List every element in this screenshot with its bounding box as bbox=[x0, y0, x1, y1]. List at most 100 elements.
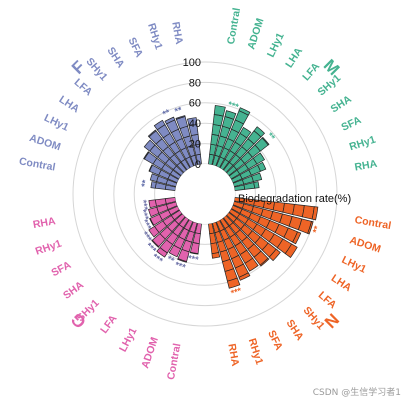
category-label: SHA bbox=[284, 318, 306, 343]
bar-segment bbox=[164, 116, 176, 125]
bar-segment bbox=[149, 217, 155, 227]
grid-circle bbox=[113, 102, 297, 286]
category-label: ADOM bbox=[348, 234, 382, 255]
radial-axis-label: Biodegradation rate(%) bbox=[238, 193, 351, 205]
radial-grid bbox=[72, 61, 338, 327]
bar-segment bbox=[268, 248, 281, 262]
significance-stars: *** bbox=[138, 208, 151, 222]
bar-segment bbox=[213, 105, 226, 117]
category-label: LFA bbox=[300, 60, 322, 83]
watermark: CSDN @生信学习者1 bbox=[312, 388, 401, 398]
bar-segment bbox=[238, 272, 251, 281]
significance-stars: ** bbox=[161, 107, 172, 119]
bar-segment bbox=[211, 251, 221, 259]
radial-tick-label: 20 bbox=[189, 139, 201, 151]
category-label: SFA bbox=[126, 36, 146, 60]
bar-segment bbox=[177, 258, 187, 263]
category-label: SHA bbox=[329, 93, 354, 115]
bar-segment bbox=[244, 257, 259, 272]
grid-circle bbox=[92, 81, 318, 307]
bar-segment bbox=[252, 152, 266, 165]
radial-tick-label: 100 bbox=[183, 57, 201, 69]
category-label: RHy1 bbox=[34, 238, 63, 258]
significance-stars: *** bbox=[230, 285, 244, 298]
category-label: LHy1 bbox=[265, 31, 287, 59]
category-label: LFA bbox=[316, 289, 339, 311]
category-label: RHy1 bbox=[348, 134, 377, 154]
category-label: RHA bbox=[32, 215, 57, 231]
category-label: LHy1 bbox=[42, 112, 70, 134]
category-label: LFA bbox=[72, 76, 95, 98]
significance-stars: *** bbox=[174, 260, 188, 273]
radial-tick-label: 0 bbox=[195, 159, 201, 171]
group-label: F bbox=[68, 57, 89, 78]
radial-tick-labels: 0 20 40 60 80 100 bbox=[183, 57, 201, 171]
category-label: SFA bbox=[265, 329, 285, 353]
bar-segment bbox=[210, 242, 220, 254]
category-label: Contral bbox=[165, 342, 183, 380]
bar-segment bbox=[151, 239, 160, 248]
bar-segment bbox=[257, 161, 267, 172]
bar-segment bbox=[251, 172, 263, 182]
bar-segment bbox=[175, 115, 186, 120]
bar-segment bbox=[168, 244, 182, 258]
bar-segment bbox=[189, 251, 199, 255]
bar-segment bbox=[147, 129, 157, 138]
category-label: RHy1 bbox=[145, 22, 165, 51]
category-label: Contral bbox=[225, 7, 243, 45]
bar-segment bbox=[150, 181, 157, 189]
bar-segment bbox=[148, 199, 157, 209]
bar-segment bbox=[211, 124, 222, 137]
bar-segment bbox=[143, 139, 156, 152]
radial-tick-label: 80 bbox=[189, 77, 201, 89]
bar-segment bbox=[261, 136, 270, 146]
significance-stars: ** bbox=[311, 224, 323, 234]
bar-segment bbox=[148, 225, 160, 238]
category-label: LFA bbox=[98, 312, 120, 335]
bar-segment bbox=[148, 206, 160, 218]
bar-segment bbox=[253, 126, 266, 138]
bar-segment bbox=[311, 206, 319, 221]
bar-segment bbox=[224, 110, 237, 120]
category-label: LHA bbox=[57, 93, 82, 115]
bar-segment bbox=[253, 181, 260, 189]
significance-stars: *** bbox=[187, 253, 200, 265]
bar-segment bbox=[148, 164, 153, 172]
bar-segment bbox=[187, 117, 198, 127]
category-label: ADOM bbox=[139, 335, 161, 369]
category-label: RHy1 bbox=[246, 337, 266, 366]
bar-segment bbox=[149, 173, 159, 182]
category-label: Contral bbox=[354, 214, 392, 232]
grid-circle bbox=[154, 143, 256, 245]
bar-segment bbox=[238, 107, 251, 116]
category-label: RHA bbox=[169, 21, 185, 46]
bar-segment bbox=[156, 247, 168, 258]
category-label: ADOM bbox=[28, 132, 62, 153]
significance-stars: ** bbox=[165, 254, 176, 266]
category-label: RHA bbox=[225, 343, 241, 368]
bar-segment bbox=[284, 243, 298, 258]
radial-tick-label: 60 bbox=[189, 98, 201, 110]
category-label: LHA bbox=[329, 272, 354, 294]
category-label: LHy1 bbox=[117, 326, 140, 354]
category-label: SHA bbox=[105, 45, 127, 70]
grid-circle bbox=[133, 122, 277, 266]
center-hole bbox=[175, 164, 235, 224]
category-label: LHA bbox=[283, 45, 305, 70]
grid-circle bbox=[72, 61, 338, 327]
group-label: M bbox=[320, 56, 343, 79]
category-label: SHA bbox=[61, 279, 86, 302]
category-label: ADOM bbox=[245, 17, 266, 51]
category-label: SFA bbox=[49, 259, 73, 279]
significance-stars: ** bbox=[139, 179, 150, 188]
bar-segment bbox=[239, 126, 252, 139]
bar-segment bbox=[292, 231, 302, 245]
category-label: SFA bbox=[340, 114, 364, 134]
bar-segment bbox=[189, 242, 200, 254]
bar-segment bbox=[226, 277, 241, 289]
category-label: RHA bbox=[354, 158, 379, 174]
significance-stars: *** bbox=[138, 199, 150, 212]
bar-segment bbox=[210, 134, 220, 146]
